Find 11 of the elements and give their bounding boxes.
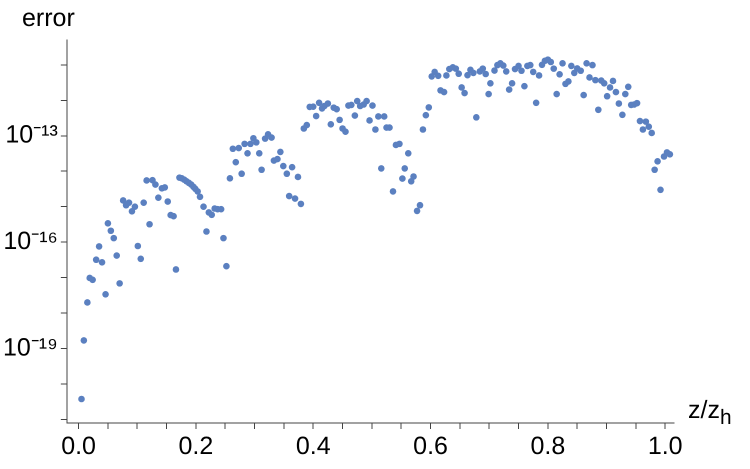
- x-tick-label: 0.4: [296, 432, 331, 460]
- y-axis-title: error: [22, 4, 75, 33]
- x-axis-title: z/z$_{h}$: [688, 396, 732, 430]
- x-tick-label: 0.6: [413, 432, 448, 460]
- x-tick-label: 0.8: [530, 432, 566, 460]
- y-tick-label: 10⁻¹³: [5, 120, 58, 149]
- y-tick-label: 10⁻¹⁶: [3, 227, 58, 256]
- x-tick-label: 1.0: [648, 432, 683, 460]
- y-tick-label: 10⁻¹⁹: [2, 334, 58, 362]
- x-tick-label: 0.2: [178, 432, 214, 460]
- x-tick-label: 0.0: [61, 432, 96, 460]
